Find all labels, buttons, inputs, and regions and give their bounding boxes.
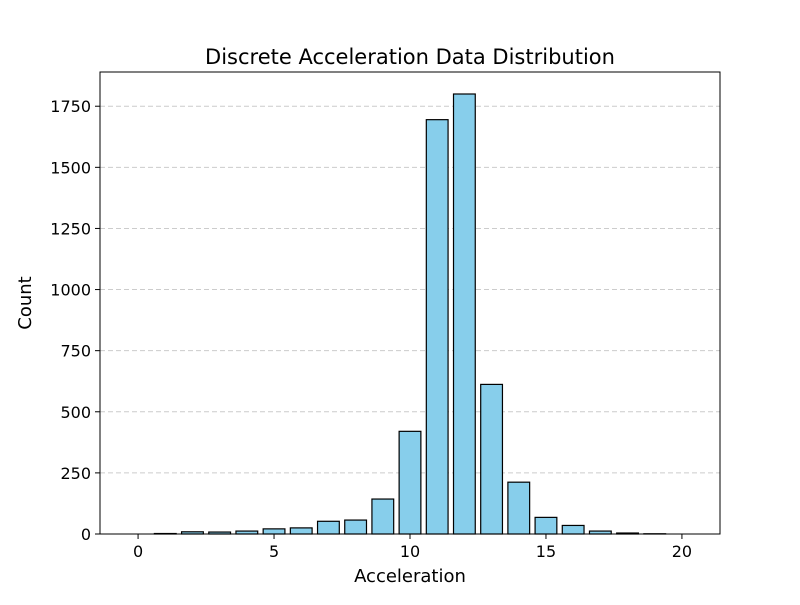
x-axis-label: Acceleration: [354, 566, 466, 587]
chart-title: Discrete Acceleration Data Distribution: [205, 45, 615, 69]
bar: [263, 529, 285, 534]
x-tick-label: 5: [269, 542, 279, 561]
bar: [481, 384, 503, 534]
x-tick-label: 20: [672, 542, 692, 561]
bar: [318, 521, 340, 534]
bar: [399, 431, 421, 534]
bar: [508, 482, 530, 534]
bar: [454, 94, 476, 534]
y-tick-label: 0: [81, 525, 91, 544]
x-tick-label: 10: [400, 542, 420, 561]
y-tick-label: 1750: [50, 97, 91, 116]
y-tick-label: 1000: [50, 281, 91, 300]
bar: [290, 528, 312, 534]
bar: [345, 520, 367, 534]
y-tick-label: 500: [60, 403, 91, 422]
x-ticks: 0 5 10 15 20: [133, 534, 692, 561]
y-tick-label: 250: [60, 464, 91, 483]
y-tick-label: 750: [60, 342, 91, 361]
y-tick-label: 1500: [50, 158, 91, 177]
bar: [372, 499, 394, 534]
x-tick-label: 0: [133, 542, 143, 561]
bars-layer: [154, 94, 665, 534]
y-ticks: 0 250 500 750 1000 1250 1500 1750: [50, 97, 100, 544]
y-tick-label: 1250: [50, 219, 91, 238]
bar: [535, 517, 557, 534]
bar: [426, 120, 448, 534]
bar: [562, 525, 584, 534]
y-axis-label: Count: [15, 276, 36, 329]
x-tick-label: 15: [536, 542, 556, 561]
